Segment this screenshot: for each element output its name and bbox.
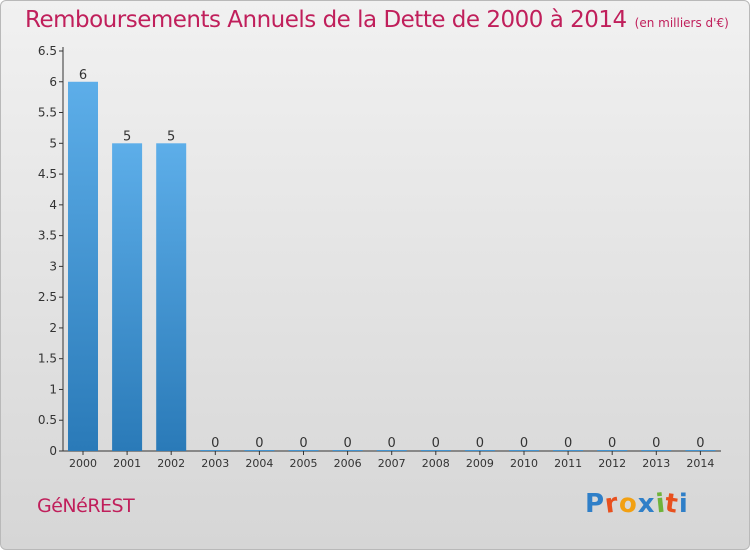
commune-name: GéNéREST [37, 495, 135, 517]
bar-2006 [332, 450, 363, 451]
logo-letter: i [678, 489, 689, 519]
proxiti-logo: Proxiti [585, 488, 689, 520]
x-tick-label-2004: 2004 [245, 457, 273, 470]
y-tick-label: 4.5 [38, 167, 57, 181]
y-tick-label: 0 [49, 444, 57, 458]
chart-title: Remboursements Annuels de la Dette de 20… [25, 7, 729, 33]
bar-2005 [288, 450, 319, 451]
x-tick-label-2010: 2010 [510, 457, 538, 470]
bar-2008 [420, 450, 451, 451]
bar-2011 [553, 450, 584, 451]
bar-2004 [244, 450, 275, 451]
bar-2003 [200, 450, 231, 451]
x-tick-label-2009: 2009 [466, 457, 494, 470]
x-tick-label-2008: 2008 [422, 457, 450, 470]
data-label-2007: 0 [388, 436, 396, 451]
bar-2013 [641, 450, 672, 451]
data-label-2011: 0 [564, 436, 572, 451]
y-tick-label: 3.5 [38, 229, 57, 243]
y-tick-label: 0.5 [38, 413, 57, 427]
x-tick-label-2011: 2011 [554, 457, 582, 470]
logo-letter: o [617, 488, 640, 520]
x-tick-label-2007: 2007 [378, 457, 406, 470]
data-label-2014: 0 [696, 436, 704, 451]
data-label-2012: 0 [608, 436, 616, 451]
logo-letter: x [637, 489, 656, 519]
bar-2001 [112, 143, 143, 452]
bar-2002 [156, 143, 187, 452]
data-label-2008: 0 [432, 436, 440, 451]
x-tick-label-2002: 2002 [157, 457, 185, 470]
data-label-2001: 5 [123, 129, 131, 144]
chart-title-text: Remboursements Annuels de la Dette de 20… [25, 7, 627, 33]
bar-chart: 0 0.5 1 1.5 2 2.5 3 3.5 4 4.5 5 5.5 6 6.5 6 2000 5 2001 5 2… [38, 44, 721, 470]
x-tick-label-2003: 2003 [201, 457, 229, 470]
bar-2007 [376, 450, 407, 451]
data-label-2005: 0 [299, 436, 307, 451]
x-tick-label-2012: 2012 [598, 457, 626, 470]
data-label-2000: 6 [79, 68, 87, 83]
data-label-2002: 5 [167, 129, 175, 144]
data-label-2006: 0 [343, 436, 351, 451]
x-tick-label-2014: 2014 [686, 457, 714, 470]
y-tick-label: 3 [49, 259, 57, 273]
y-tick-label: 6 [49, 75, 57, 89]
bar-2009 [464, 450, 495, 451]
x-tick-label-2001: 2001 [113, 457, 141, 470]
y-tick-label: 2 [49, 321, 57, 335]
y-tick-label: 1 [49, 382, 57, 396]
y-tick-label: 4 [49, 198, 57, 212]
y-tick-label: 6.5 [38, 44, 57, 58]
x-tick-label-2005: 2005 [290, 457, 318, 470]
bar-2000 [68, 81, 98, 452]
chart-subtitle: (en milliers d'€) [634, 16, 729, 30]
logo-letter: P [585, 489, 606, 519]
y-tick-label: 5.5 [38, 106, 57, 120]
x-tick-label-2006: 2006 [334, 457, 362, 470]
bar-2010 [509, 450, 539, 451]
y-tick-label: 2.5 [38, 290, 57, 304]
y-tick-label: 1.5 [38, 352, 57, 366]
bar-2012 [597, 450, 628, 451]
data-label-2004: 0 [255, 436, 263, 451]
data-label-2013: 0 [652, 436, 660, 451]
y-tick-label: 5 [49, 136, 57, 150]
data-label-2009: 0 [476, 436, 484, 451]
x-tick-label-2013: 2013 [642, 457, 670, 470]
data-label-2003: 0 [211, 436, 219, 451]
data-label-2010: 0 [520, 436, 528, 451]
bar-2014 [685, 450, 716, 451]
x-tick-label-2000: 2000 [69, 457, 97, 470]
